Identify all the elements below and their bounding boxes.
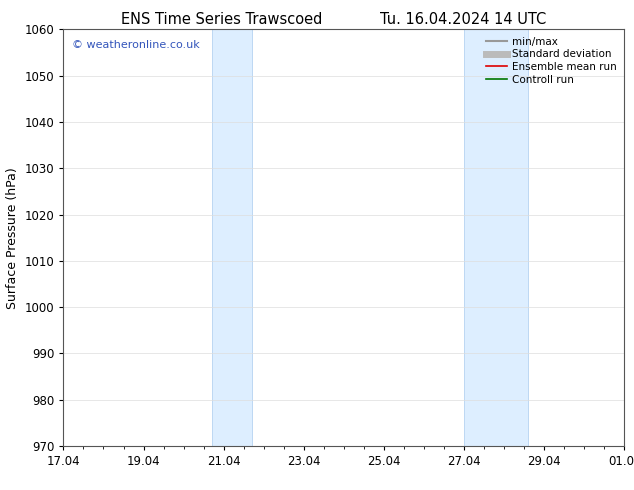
Text: © weatheronline.co.uk: © weatheronline.co.uk <box>72 40 200 50</box>
Bar <box>212 29 252 446</box>
Text: Tu. 16.04.2024 14 UTC: Tu. 16.04.2024 14 UTC <box>380 12 546 27</box>
Bar <box>464 29 528 446</box>
Y-axis label: Surface Pressure (hPa): Surface Pressure (hPa) <box>6 167 19 309</box>
Legend: min/max, Standard deviation, Ensemble mean run, Controll run: min/max, Standard deviation, Ensemble me… <box>484 35 619 87</box>
Text: ENS Time Series Trawscoed: ENS Time Series Trawscoed <box>121 12 323 27</box>
